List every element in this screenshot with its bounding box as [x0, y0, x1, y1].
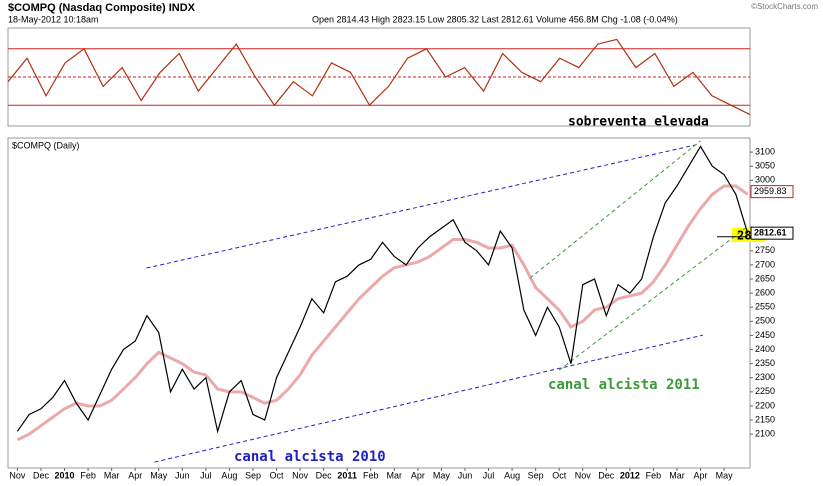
y-tick-label: 2450: [755, 330, 775, 340]
chart-title: $COMPQ (Daily): [12, 140, 80, 150]
x-tick-label: Dec: [33, 470, 50, 480]
x-tick-label: Dec: [316, 470, 333, 480]
x-tick-label: Sep: [245, 470, 261, 480]
y-tick-label: 2550: [755, 302, 775, 312]
x-tick-label: Jun: [458, 470, 473, 480]
price-box: [750, 185, 794, 199]
x-tick-label: May: [716, 470, 734, 480]
quote: Open 2814.43 High 2823.15 Low 2805.32 La…: [312, 14, 678, 24]
x-tick-label: Mar: [669, 470, 685, 480]
y-tick-label: 2400: [755, 344, 775, 354]
x-tick-label: Dec: [598, 470, 615, 480]
y-tick-label: 3100: [755, 146, 775, 156]
x-tick-label: 2010: [55, 470, 75, 480]
x-tick-label: May: [150, 470, 168, 480]
credit: ©StockCharts.com: [751, 2, 818, 11]
x-tick-label: Feb: [363, 470, 379, 480]
indicator-line: [7, 38, 751, 116]
x-tick-label: Aug: [221, 470, 237, 480]
symbol: $COMPQ (Nasdaq Composite) INDX: [8, 2, 196, 14]
y-tick-label: 3050: [755, 161, 775, 171]
x-tick-label: 2012: [620, 470, 640, 480]
x-tick-label: Nov: [292, 470, 309, 480]
y-tick-label: 2750: [755, 245, 775, 255]
x-tick-label: 2011: [337, 470, 357, 480]
price-box: [750, 226, 794, 240]
x-tick-label: Mar: [104, 470, 120, 480]
x-tick-label: Feb: [80, 470, 96, 480]
x-tick-label: Oct: [270, 470, 285, 480]
y-tick-label: 2200: [755, 400, 775, 410]
y-tick-label: 2250: [755, 386, 775, 396]
y-tick-label: 2100: [755, 429, 775, 439]
x-tick-label: Jul: [200, 470, 212, 480]
y-tick-label: 2300: [755, 372, 775, 382]
y-tick-label: 2600: [755, 288, 775, 298]
y-tick-label: 2650: [755, 273, 775, 283]
trendline: [529, 140, 701, 279]
x-tick-label: Nov: [575, 470, 592, 480]
annotation: canal alcista 2010: [234, 449, 386, 465]
y-tick-label: 2350: [755, 358, 775, 368]
x-tick-label: Nov: [9, 470, 26, 480]
annotation: sobreventa elevada: [568, 115, 709, 130]
y-tick-label: 2500: [755, 316, 775, 326]
x-tick-label: Apr: [411, 470, 425, 480]
x-tick-label: Apr: [128, 470, 142, 480]
trendline: [146, 144, 696, 269]
trendline: [154, 334, 704, 463]
price-label: 2812.61: [754, 228, 787, 238]
trendline: [558, 227, 746, 371]
y-tick-label: 2700: [755, 259, 775, 269]
x-tick-label: Sep: [528, 470, 544, 480]
price-label: 2959.83: [754, 186, 787, 196]
x-tick-label: Jul: [483, 470, 495, 480]
y-tick-label: 2150: [755, 414, 775, 424]
price-line: [16, 145, 749, 434]
y-tick-label: 3000: [755, 175, 775, 185]
x-tick-label: Feb: [646, 470, 662, 480]
annotation: canal alcista 2011: [548, 377, 700, 393]
x-tick-label: Aug: [504, 470, 520, 480]
x-tick-label: May: [433, 470, 451, 480]
x-tick-label: Mar: [387, 470, 403, 480]
date: 18-May-2012 10:18am: [8, 14, 99, 24]
x-tick-label: Oct: [552, 470, 567, 480]
price-line: [16, 184, 749, 442]
price-panel: [7, 137, 751, 469]
x-tick-label: Apr: [694, 470, 708, 480]
x-tick-label: Jun: [175, 470, 190, 480]
